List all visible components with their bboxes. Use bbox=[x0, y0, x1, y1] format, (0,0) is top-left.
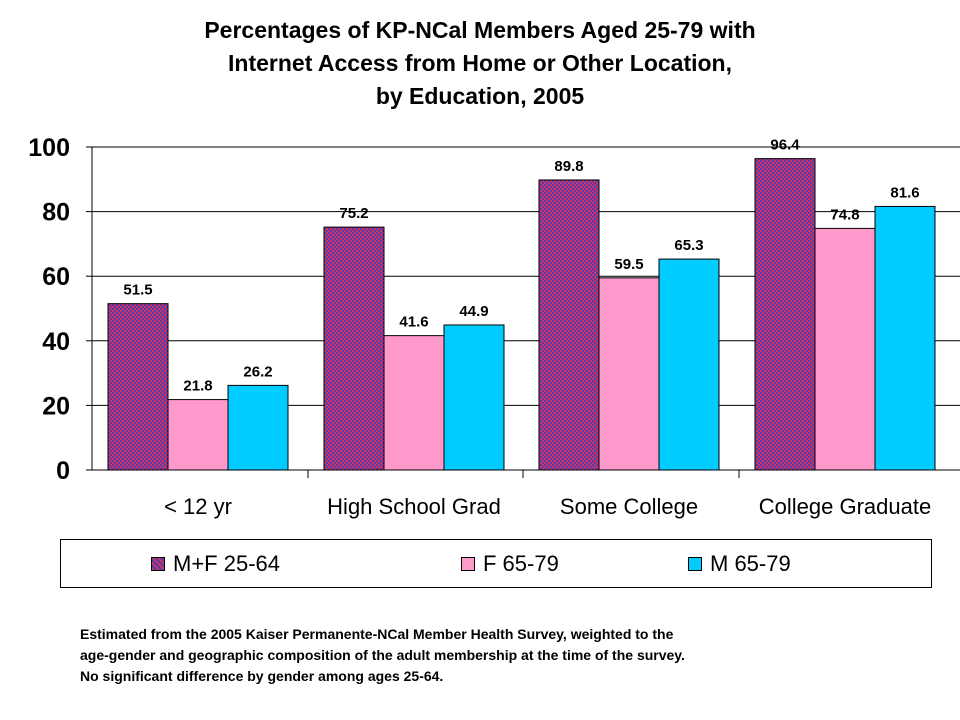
axes: 0 20 40 60 80 100 < 12 yr High School Grad Some … bbox=[28, 134, 960, 519]
data-label: 74.8 bbox=[830, 206, 859, 223]
data-label: 75.2 bbox=[339, 205, 368, 222]
chart-title-line-2: Internet Access from Home or Other Locat… bbox=[228, 50, 732, 76]
chart-title-line-3: by Education, 2005 bbox=[375, 83, 585, 109]
bar-m-65-79-2 bbox=[658, 258, 720, 471]
legend-label: F 65-79 bbox=[483, 551, 559, 576]
legend: M+F 25-64 F 65-79 M 65-79 bbox=[60, 539, 932, 588]
legend-swatch-f-65-79 bbox=[461, 557, 475, 571]
data-label: 65.3 bbox=[674, 237, 703, 254]
chart-title: Percentages of KP-NCal Members Aged 25-7… bbox=[0, 14, 960, 113]
data-label: 41.6 bbox=[399, 314, 428, 331]
data-label: 51.5 bbox=[123, 282, 152, 299]
data-label: 96.4 bbox=[770, 137, 800, 154]
data-label: 26.2 bbox=[243, 363, 272, 380]
data-label: 21.8 bbox=[183, 378, 212, 395]
bar-f-65-79-3 bbox=[814, 227, 876, 471]
footnote-line-1: Estimated from the 2005 Kaiser Permanent… bbox=[80, 626, 674, 642]
y-tick-label: 60 bbox=[42, 263, 70, 291]
data-label: 44.9 bbox=[459, 303, 488, 320]
y-tick-label: 100 bbox=[28, 134, 70, 162]
footnote: Estimated from the 2005 Kaiser Permanent… bbox=[80, 624, 940, 687]
bar-m-f-25-64-2 bbox=[538, 179, 600, 471]
legend-item-m-65-79: M 65-79 bbox=[688, 551, 791, 576]
x-tick-label: Some College bbox=[560, 494, 698, 519]
x-tick-label: College Graduate bbox=[759, 494, 931, 519]
footnote-line-2: age-gender and geographic composition of… bbox=[80, 647, 685, 663]
y-tick-label: 0 bbox=[56, 457, 70, 485]
x-tick-label: < 12 yr bbox=[164, 494, 232, 519]
legend-label: M 65-79 bbox=[710, 551, 791, 576]
y-tick-label: 80 bbox=[42, 199, 70, 227]
legend-swatch-mf-25-64 bbox=[151, 557, 165, 571]
bar-f-65-79-0 bbox=[167, 399, 229, 471]
bar-m-65-79-3 bbox=[874, 205, 936, 471]
footnote-line-3: No significant difference by gender amon… bbox=[80, 668, 444, 684]
legend-item-mf-25-64: M+F 25-64 bbox=[151, 551, 280, 576]
bar-m-f-25-64-3 bbox=[754, 158, 816, 471]
bar-m-f-25-64-1 bbox=[323, 226, 385, 471]
data-labels: 51.5 21.8 26.2 75.2 41.6 44.9 89.8 59.5 65.3 96.4… bbox=[123, 137, 919, 395]
data-label: 89.8 bbox=[554, 158, 583, 175]
chart-title-line-1: Percentages of KP-NCal Members Aged 25-7… bbox=[204, 17, 756, 43]
legend-label: M+F 25-64 bbox=[173, 551, 280, 576]
bar-m-65-79-0 bbox=[227, 384, 289, 471]
y-tick-label: 20 bbox=[42, 392, 70, 420]
y-tick-label: 40 bbox=[42, 328, 70, 356]
bars bbox=[107, 158, 936, 471]
legend-swatch-m-65-79 bbox=[688, 557, 702, 571]
legend-item-f-65-79: F 65-79 bbox=[461, 551, 559, 576]
bar-f-65-79-2 bbox=[598, 277, 660, 471]
bar-m-f-25-64-0 bbox=[107, 303, 169, 471]
x-tick-label: High School Grad bbox=[327, 494, 501, 519]
bar-m-65-79-1 bbox=[443, 324, 505, 471]
bar-f-65-79-1 bbox=[383, 335, 445, 471]
data-label: 81.6 bbox=[890, 184, 919, 201]
data-label: 59.5 bbox=[614, 256, 643, 273]
